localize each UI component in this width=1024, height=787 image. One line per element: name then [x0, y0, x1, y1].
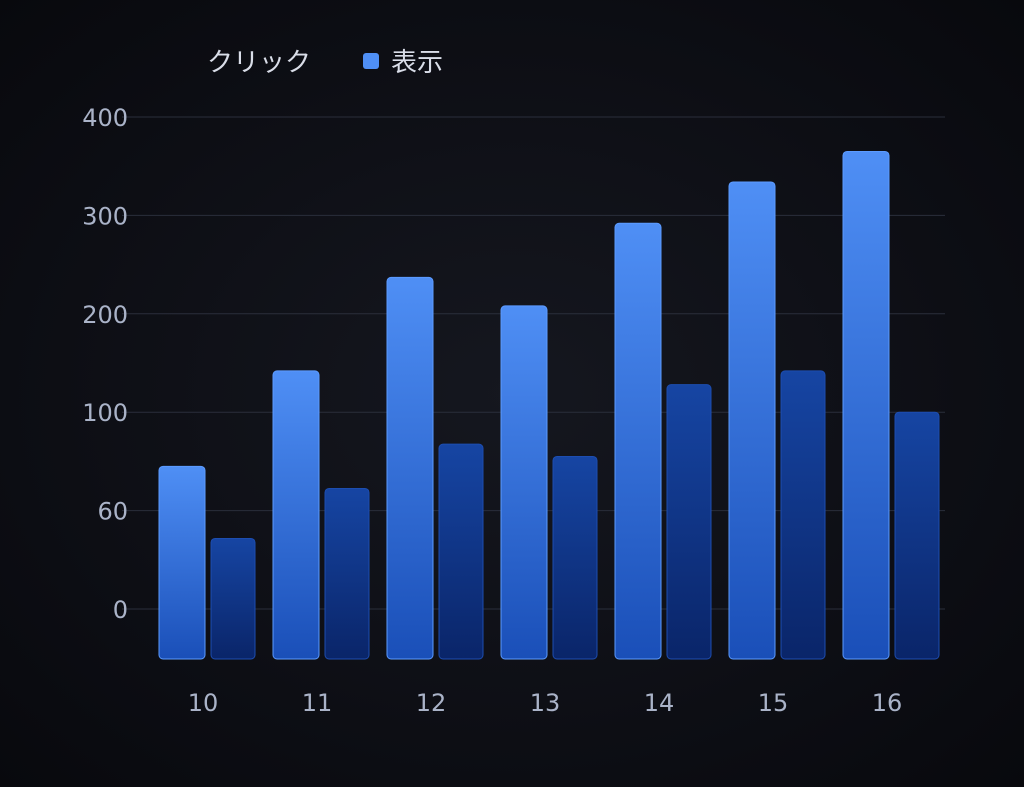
legend-item-clicks[interactable]: クリック — [207, 42, 311, 79]
bar-impressions-10[interactable] — [210, 537, 256, 660]
y-tick-label: 100 — [82, 399, 128, 427]
bar-impressions-12[interactable] — [438, 443, 484, 660]
bar-clicks-11[interactable] — [272, 370, 320, 660]
bar-clicks-14[interactable] — [614, 222, 662, 660]
legend-item-impressions[interactable]: 表示 — [363, 42, 443, 79]
y-tick-label: 60 — [97, 498, 128, 526]
bar-impressions-13[interactable] — [552, 455, 598, 660]
bar-clicks-13[interactable] — [500, 305, 548, 660]
x-tick-label: 13 — [530, 689, 561, 717]
bar-clicks-16[interactable] — [842, 150, 890, 660]
legend-label-clicks: クリック — [207, 48, 312, 78]
y-tick-label: 0 — [113, 596, 128, 624]
legend-swatch-impressions — [363, 52, 380, 69]
legend-label-impressions: 表示 — [391, 48, 444, 78]
y-tick-label: 300 — [82, 202, 128, 230]
x-tick-label: 16 — [872, 689, 903, 717]
bar-impressions-15[interactable] — [780, 370, 826, 660]
x-tick-label: 11 — [302, 689, 333, 717]
y-tick-label: 200 — [82, 301, 128, 329]
x-tick-label: 12 — [416, 689, 447, 717]
bar-clicks-12[interactable] — [386, 276, 434, 660]
bar-impressions-11[interactable] — [324, 487, 370, 660]
x-tick-label: 10 — [188, 689, 219, 717]
x-tick-label: 14 — [644, 689, 675, 717]
y-tick-label: 400 — [82, 104, 128, 132]
bar-impressions-14[interactable] — [666, 384, 712, 660]
bar-clicks-15[interactable] — [728, 181, 776, 660]
bar-clicks-10[interactable] — [158, 465, 206, 660]
x-tick-label: 15 — [758, 689, 789, 717]
legend: クリック 表示 — [207, 42, 495, 79]
bar-impressions-16[interactable] — [894, 411, 940, 660]
